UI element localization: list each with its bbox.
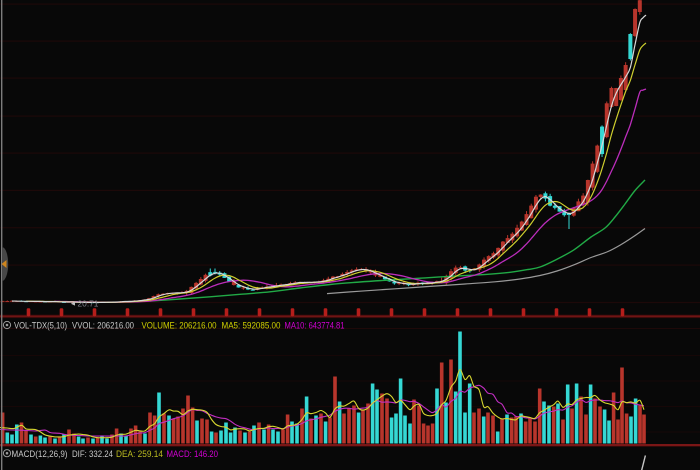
svg-text:DEA: 259.14: DEA: 259.14 [116,449,163,459]
svg-text:MACD(12,26,9): MACD(12,26,9) [12,449,68,459]
svg-text:DIF: 332.24: DIF: 332.24 [72,449,113,459]
svg-text:MACD: 146.20: MACD: 146.20 [167,449,219,459]
svg-text:VVOL: 206216.00: VVOL: 206216.00 [72,321,134,331]
svg-text:20.71: 20.71 [78,299,99,309]
svg-text:MA5: 592085.00: MA5: 592085.00 [222,321,281,331]
svg-text:MA10: 643774.81: MA10: 643774.81 [285,321,345,331]
svg-text:VOLUME: 206216.00: VOLUME: 206216.00 [142,321,217,331]
svg-text:VOL-TDX(5,10): VOL-TDX(5,10) [14,321,67,331]
